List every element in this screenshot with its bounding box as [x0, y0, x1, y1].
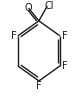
Text: F: F — [62, 31, 67, 41]
Text: F: F — [62, 61, 67, 71]
Text: F: F — [36, 81, 42, 91]
Text: O: O — [24, 3, 32, 13]
Text: F: F — [11, 31, 16, 41]
Text: Cl: Cl — [45, 1, 54, 11]
